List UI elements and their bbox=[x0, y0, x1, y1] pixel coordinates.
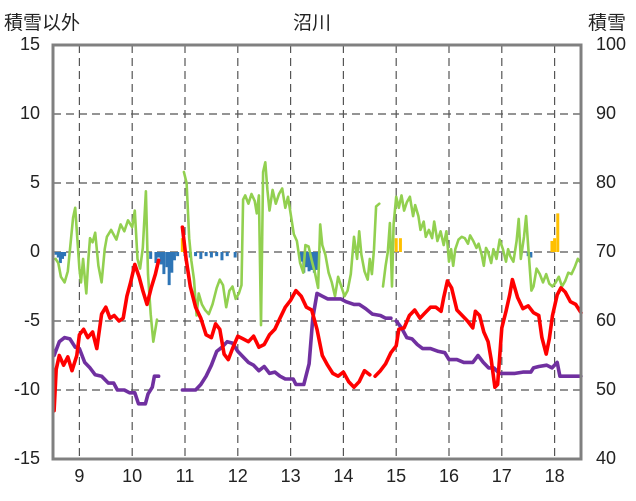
red-series-line bbox=[373, 277, 583, 390]
left-tick-label: -15 bbox=[13, 448, 40, 468]
x-tick-label: 13 bbox=[280, 466, 301, 486]
green-series-line bbox=[182, 161, 381, 327]
blue-bar bbox=[304, 252, 308, 268]
orange-bar bbox=[180, 238, 184, 252]
blue-bar bbox=[315, 252, 319, 270]
green-series-line bbox=[54, 190, 159, 344]
left-tick-label: -5 bbox=[23, 310, 40, 330]
right-tick-label: 40 bbox=[596, 448, 617, 468]
x-tick-label: 15 bbox=[386, 466, 407, 486]
blue-bar bbox=[176, 252, 180, 257]
right-tick-label: 90 bbox=[596, 103, 617, 123]
blue-bar bbox=[529, 252, 533, 258]
x-tick-label: 16 bbox=[438, 466, 460, 486]
blue-bar bbox=[225, 252, 229, 257]
x-tick-label: 10 bbox=[122, 466, 143, 486]
blue-bar bbox=[172, 252, 176, 261]
blue-bar bbox=[149, 252, 153, 259]
green-series-line bbox=[381, 194, 583, 292]
x-tick-label: 18 bbox=[544, 466, 565, 486]
left-axis-title: 積雪以外 bbox=[4, 13, 81, 34]
blue-bar bbox=[61, 252, 65, 259]
blue-bar bbox=[157, 252, 161, 258]
left-tick-label: 0 bbox=[29, 241, 40, 261]
series-lines bbox=[52, 161, 583, 413]
right-tick-label: 70 bbox=[596, 241, 617, 261]
left-tick-label: -10 bbox=[13, 379, 40, 399]
blue-bar bbox=[209, 252, 213, 258]
x-tick-label: 12 bbox=[227, 466, 248, 486]
blue-bar bbox=[165, 252, 169, 268]
purple-series-line bbox=[52, 335, 161, 406]
red-series-line bbox=[52, 258, 161, 413]
blue-bar bbox=[159, 252, 163, 265]
right-tick-label: 60 bbox=[596, 310, 617, 330]
blue-bar bbox=[220, 252, 224, 261]
red-series-line bbox=[180, 225, 372, 390]
right-tick-label: 80 bbox=[596, 172, 617, 192]
blue-bar bbox=[215, 252, 219, 257]
blue-bar bbox=[199, 252, 203, 259]
blue-bar bbox=[299, 252, 303, 262]
plot-frame bbox=[51, 43, 583, 461]
orange-bar bbox=[550, 240, 554, 252]
orange-bar bbox=[553, 238, 557, 252]
orange-bar bbox=[556, 213, 560, 252]
blue-bar bbox=[58, 252, 62, 264]
blue-bar bbox=[54, 252, 58, 255]
blue-bar bbox=[312, 252, 316, 273]
x-tick-label: 11 bbox=[175, 466, 195, 486]
blue-bar bbox=[233, 252, 237, 258]
x-tick-label: 9 bbox=[74, 466, 85, 486]
chart-title: 沼川 bbox=[293, 13, 332, 34]
x-tick-label: 14 bbox=[333, 466, 354, 486]
blue-bar bbox=[204, 252, 208, 257]
left-tick-label: 5 bbox=[29, 172, 40, 192]
blue-bar bbox=[56, 252, 60, 258]
right-tick-label: 100 bbox=[596, 34, 627, 54]
orange-bar bbox=[394, 238, 398, 252]
purple-series-line bbox=[394, 319, 583, 379]
right-axis-title: 積雪 bbox=[588, 13, 627, 34]
blue-bar bbox=[194, 252, 198, 257]
blue-bar bbox=[63, 252, 67, 257]
blue-bar bbox=[167, 252, 171, 286]
blue-bar bbox=[154, 252, 158, 264]
left-tick-label: 10 bbox=[19, 103, 40, 123]
purple-series-line bbox=[180, 291, 393, 392]
x-tick-label: 17 bbox=[491, 466, 512, 486]
blue-bar bbox=[307, 252, 311, 272]
orange-bar bbox=[398, 238, 402, 252]
blue-bar bbox=[170, 252, 174, 273]
left-tick-label: 15 bbox=[19, 34, 40, 54]
blue-bar bbox=[162, 252, 166, 275]
right-tick-label: 50 bbox=[596, 379, 617, 399]
